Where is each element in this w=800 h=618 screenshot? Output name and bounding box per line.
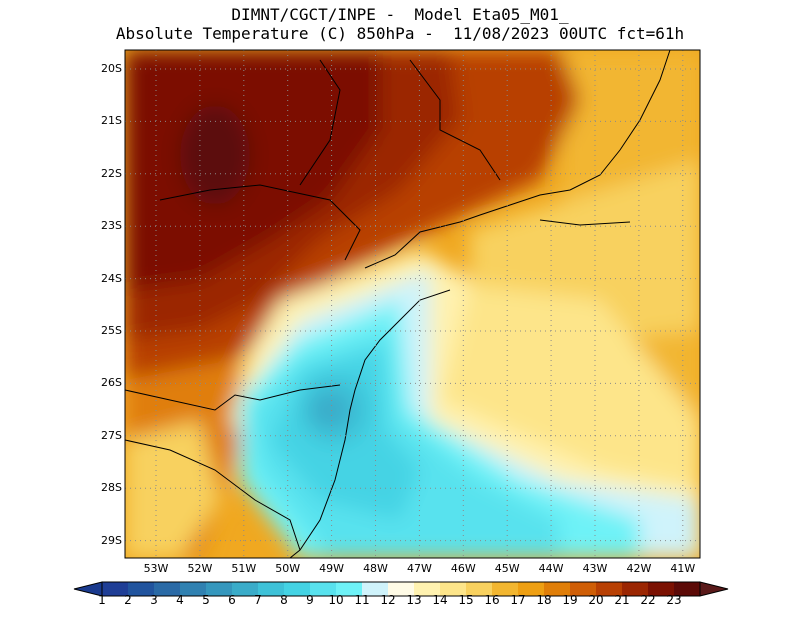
lat-label: 28S [101,481,122,495]
colorbar-label: 13 [406,593,422,607]
colorbar-label: 11 [354,593,370,607]
lat-label: 27S [101,428,122,442]
colorbar-label: 14 [432,593,448,607]
lon-label: 44W [538,562,564,575]
colorbar-swatch [336,582,363,596]
colorbar-swatch [414,582,441,596]
colorbar-label: 1 [98,593,106,607]
colorbar-label: 5 [202,593,210,607]
lon-label: 45W [494,562,520,575]
colorbar-swatch [648,582,675,596]
colorbar-label: 9 [306,593,314,607]
colorbar-high-extension [699,581,729,597]
colorbar-label: 17 [510,593,526,607]
title-line-2: Absolute Temperature (C) 850hPa - 11/08/… [115,24,685,43]
colorbar-border [101,581,701,597]
colorbar-swatch [440,582,467,596]
colorbar-label: 21 [614,593,630,607]
colorbar-label: 7 [254,593,262,607]
colorbar-swatch [128,582,155,596]
coastline [125,50,671,558]
colorbar-label: 6 [228,593,236,607]
colorbar-swatch [154,582,181,596]
lon-label: 47W [406,562,432,575]
colorbar-label: 18 [536,593,552,607]
lat-label: 21S [101,114,122,128]
colorbar-swatch [284,582,311,596]
lon-label: 41W [670,562,696,575]
colorbar [73,581,729,597]
colorbar-swatch [674,582,701,596]
title-line-1: DIMNT/CGCT/INPE - Model Eta05_M01_ [231,5,569,24]
colorbar-swatch [518,582,545,596]
lat-label: 24S [101,271,122,285]
lon-label: 46W [450,562,476,575]
lon-label: 49W [319,562,345,575]
colorbar-label: 23 [666,593,682,607]
colorbar-swatch [102,582,129,596]
lat-label: 22S [101,166,122,180]
lon-label: 53W [143,562,169,575]
colorbar-swatch [258,582,285,596]
lon-label: 48W [363,562,388,575]
colorbar-label: 20 [588,593,604,607]
colorbar-label: 19 [562,593,578,607]
colorbar-swatch [570,582,597,596]
colorbar-swatch [310,582,337,596]
lat-label: 26S [101,376,122,390]
grid-lines [125,50,700,558]
colorbar-swatch [596,582,623,596]
colorbar-label: 3 [150,593,158,607]
colorbar-label: 4 [176,593,184,607]
colorbar-label: 22 [640,593,656,607]
colorbar-swatch [466,582,493,596]
lon-label: 43W [582,562,608,575]
lon-label: 51W [231,562,257,575]
colorbar-label: 10 [328,593,344,607]
colorbar-swatch [622,582,649,596]
colorbar-swatch [388,582,415,596]
lon-label: 52W [187,562,213,575]
lat-label: 29S [101,533,122,547]
lat-label: 20S [101,62,122,75]
colorbar-label: 2 [124,593,132,607]
lat-label: 25S [101,324,122,337]
colorbar-swatch [492,582,519,596]
colorbar-swatch [206,582,233,596]
colorbar-label: 8 [280,593,288,607]
plot-frame [124,49,701,559]
colorbar-swatch [180,582,207,596]
lon-label: 50W [275,562,301,575]
colorbar-swatch [544,582,571,596]
lat-label: 23S [101,219,122,233]
colorbar-label: 12 [380,593,396,607]
temperature-field [125,50,700,558]
lon-label: 42W [626,562,652,575]
colorbar-swatch [362,582,389,596]
colorbar-label: 16 [484,593,500,607]
colorbar-swatch [232,582,259,596]
colorbar-label: 15 [458,593,474,607]
